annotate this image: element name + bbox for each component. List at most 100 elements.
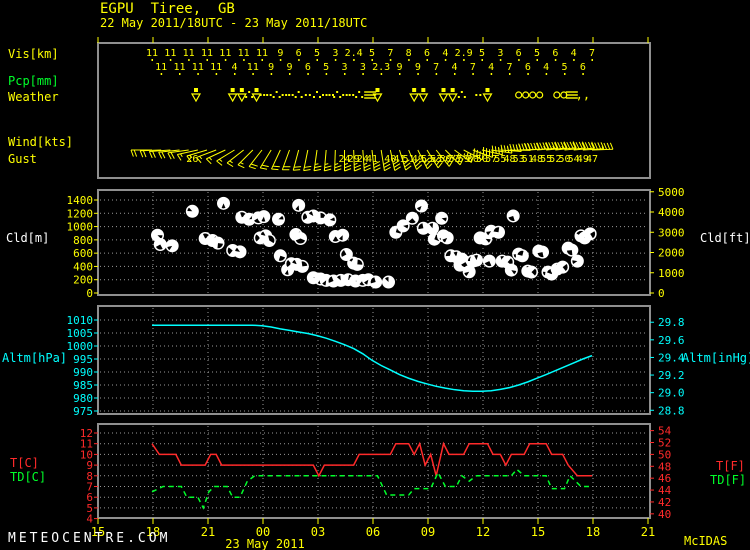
svg-text:29.2: 29.2 [658,369,685,382]
svg-text:40: 40 [384,154,396,165]
row-label-wind: Wind[kts] [8,135,74,149]
svg-text:1400: 1400 [67,194,94,207]
svg-text:44: 44 [658,484,672,497]
svg-text:53: 53 [421,154,433,165]
weather-symbol-sh [418,88,429,103]
svg-text:30: 30 [467,154,479,165]
cloud-cover-symbol [416,221,430,235]
svg-text:5000: 5000 [658,186,685,199]
svg-text:40: 40 [658,508,671,521]
svg-text:8: 8 [86,470,93,483]
svg-text:55: 55 [494,154,506,165]
cloud-cover-symbol [185,204,199,218]
svg-text:1010: 1010 [67,314,94,327]
cloud-cover-symbol [570,254,584,268]
cloud-cover-symbol [257,210,271,224]
cloud-cover-symbol [556,260,570,274]
svg-text:3: 3 [497,48,503,59]
axis-label-altimeter-inhg: Altm[inHg] [682,351,750,365]
svg-text:9: 9 [268,62,274,73]
td-line [151,468,592,510]
svg-text:9: 9 [396,62,402,73]
svg-text:0: 0 [658,287,665,300]
svg-text:50: 50 [439,154,451,165]
svg-text:11: 11 [155,62,167,73]
svg-text:51: 51 [403,154,415,165]
svg-text:10: 10 [80,448,93,461]
svg-text:48: 48 [531,154,543,165]
svg-text:1000: 1000 [67,221,94,234]
cloud-cover-symbol [323,213,337,227]
svg-text:47: 47 [586,154,598,165]
svg-text:2000: 2000 [658,247,685,260]
svg-text:24: 24 [338,154,350,165]
svg-text:6: 6 [516,48,522,59]
svg-text:50: 50 [476,154,488,165]
weather-symbol-d3 [294,91,303,98]
weather-symbol-d2 [475,94,482,96]
svg-text:7: 7 [470,62,476,73]
cloud-cover-symbol [339,247,353,261]
svg-text:55: 55 [540,154,552,165]
svg-text:48: 48 [503,154,515,165]
cloud-cover-symbol [273,249,287,263]
svg-text:12: 12 [476,525,490,539]
svg-text:7: 7 [387,48,393,59]
svg-text:11: 11 [164,48,176,59]
svg-text:42: 42 [658,496,671,509]
svg-text:11: 11 [201,48,213,59]
weather-symbol-d4 [322,94,334,96]
svg-text:11: 11 [80,438,93,451]
cloud-cover-symbol [525,265,538,279]
svg-text:4: 4 [231,62,237,73]
cloud-cover-symbol [583,227,597,241]
svg-text:2.4: 2.4 [345,48,363,59]
svg-text:51: 51 [522,154,534,165]
cloud-cover-symbol [396,219,410,233]
weather-symbol-sh [447,88,458,103]
cloud-cover-symbol [211,236,225,250]
svg-text:57: 57 [485,154,497,165]
svg-text:54: 54 [568,154,580,165]
svg-text:52: 52 [549,154,561,165]
svg-text:11: 11 [183,48,195,59]
weather-symbol-cm: ,, [576,88,590,102]
axis-label-temp-f: T[F] [716,459,745,473]
weather-symbol-sh [227,88,238,103]
svg-text:1000: 1000 [658,267,685,280]
svg-text:5: 5 [561,62,567,73]
cloud-cover-symbol [262,234,276,248]
weather-symbol-d3 [355,91,364,98]
station-title: EGPU Tiree, GB [100,1,235,17]
forecast-period: 22 May 2011/18UTC - 23 May 2011/18UTC [100,16,368,30]
svg-text:29.6: 29.6 [658,334,685,347]
svg-text:4: 4 [571,48,577,59]
cloud-cover-symbol [369,275,383,289]
svg-text:49: 49 [577,154,589,165]
cloud-cover-symbol [565,243,579,257]
svg-text:1200: 1200 [67,207,94,220]
weather-symbol-d4 [342,94,355,96]
svg-text:11: 11 [219,48,231,59]
svg-text:5: 5 [534,48,540,59]
svg-text:48: 48 [658,460,671,473]
cloud-cover-symbol [482,254,496,268]
weather-symbol-sh [190,88,202,103]
cloud-cover-symbol [415,199,428,213]
svg-text:18: 18 [146,525,160,539]
svg-text:11: 11 [247,62,259,73]
svg-text:09: 09 [421,525,435,539]
svg-text:8: 8 [406,48,412,59]
svg-text:15: 15 [91,525,105,539]
svg-text:24: 24 [357,154,369,165]
svg-text:28.8: 28.8 [658,404,685,417]
svg-text:53: 53 [513,154,525,165]
svg-text:29.8: 29.8 [658,316,685,329]
svg-text:9: 9 [86,459,93,472]
svg-text:29.4: 29.4 [658,351,685,364]
svg-text:990: 990 [73,366,93,379]
svg-text:54: 54 [658,425,672,438]
weather-symbols: ,, [190,88,590,103]
